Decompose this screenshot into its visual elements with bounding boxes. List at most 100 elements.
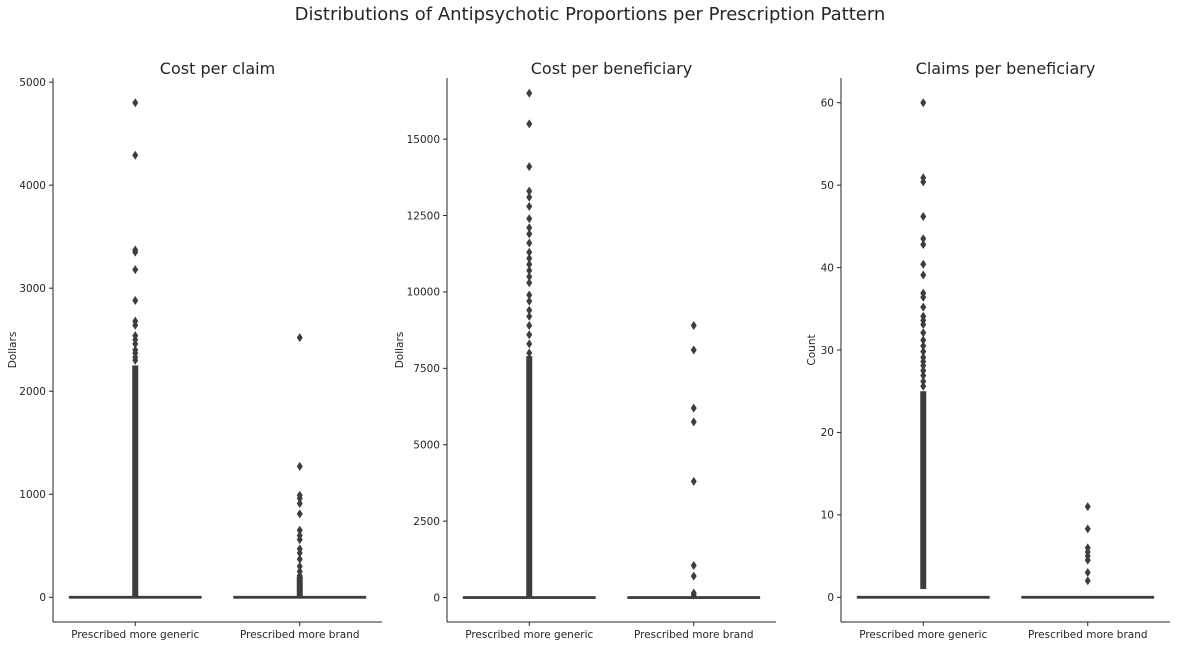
y-tick-label: 15000 bbox=[407, 134, 440, 146]
outlier-point bbox=[920, 371, 927, 381]
outlier-point bbox=[296, 548, 303, 558]
y-tick-label: 12500 bbox=[407, 210, 440, 222]
outlier-point bbox=[132, 150, 139, 160]
outlier-point bbox=[526, 162, 533, 172]
outlier-point bbox=[920, 319, 927, 329]
dense-outlier-band bbox=[132, 365, 139, 598]
outlier-point bbox=[690, 560, 697, 570]
outlier-point bbox=[296, 333, 303, 343]
subplot-title: Cost per claim bbox=[160, 59, 275, 78]
y-tick-label: 50 bbox=[821, 180, 834, 192]
y-tick-label: 2500 bbox=[413, 516, 440, 528]
y-tick-label: 20 bbox=[821, 427, 834, 439]
y-axis-label: Dollars bbox=[394, 332, 406, 369]
y-tick-label: 5000 bbox=[413, 440, 440, 452]
outlier-point bbox=[526, 119, 533, 129]
figure-title: Distributions of Antipsychotic Proportio… bbox=[294, 4, 886, 25]
outlier-point bbox=[132, 339, 139, 349]
outlier-point bbox=[690, 417, 697, 427]
outlier-point bbox=[920, 335, 927, 345]
subplot-title: Claims per beneficiary bbox=[916, 59, 1096, 78]
outlier-point bbox=[920, 239, 927, 249]
outlier-point bbox=[132, 296, 139, 306]
dense-outlier-band bbox=[920, 391, 927, 590]
outlier-point bbox=[132, 247, 139, 257]
outlier-point bbox=[1084, 555, 1091, 565]
y-tick-label: 40 bbox=[821, 262, 834, 274]
outlier-point bbox=[296, 571, 303, 581]
outlier-point bbox=[1084, 576, 1091, 586]
outlier-point bbox=[920, 98, 927, 108]
y-axis-label: Dollars bbox=[7, 332, 19, 369]
outlier-point bbox=[1084, 524, 1091, 534]
y-tick-label: 0 bbox=[827, 592, 834, 604]
x-tick-label: Prescribed more brand bbox=[634, 629, 754, 641]
outlier-point bbox=[1084, 502, 1091, 512]
outlier-point bbox=[920, 381, 927, 391]
y-tick-label: 7500 bbox=[413, 363, 440, 375]
outlier-point bbox=[920, 177, 927, 187]
outlier-point bbox=[920, 302, 927, 312]
outlier-point bbox=[920, 270, 927, 280]
y-tick-label: 0 bbox=[433, 592, 440, 604]
outlier-point bbox=[526, 311, 533, 321]
outlier-point bbox=[690, 403, 697, 413]
y-tick-label: 4000 bbox=[19, 180, 46, 192]
subplot-3: Claims per beneficiary Count 0 10 20 30 40 50 60… bbox=[806, 59, 1170, 641]
outlier-point bbox=[690, 345, 697, 355]
x-tick-label: Prescribed more generic bbox=[859, 629, 987, 641]
outlier-point bbox=[526, 186, 533, 196]
outlier-point bbox=[296, 493, 303, 503]
outlier-point bbox=[526, 290, 533, 300]
outlier-point bbox=[132, 320, 139, 330]
outlier-point bbox=[920, 341, 927, 351]
outlier-point bbox=[920, 366, 927, 376]
outlier-point bbox=[920, 361, 927, 371]
subplot-title: Cost per beneficiary bbox=[531, 59, 692, 78]
y-tick-label: 10 bbox=[821, 510, 834, 522]
outlier-point bbox=[1084, 568, 1091, 578]
outlier-point bbox=[526, 192, 533, 202]
y-tick-label: 10000 bbox=[407, 287, 440, 299]
outlier-point bbox=[296, 561, 303, 571]
outlier-point bbox=[690, 590, 697, 600]
y-tick-label: 60 bbox=[821, 98, 834, 110]
y-tick-label: 1000 bbox=[19, 489, 46, 501]
outlier-point bbox=[526, 88, 533, 98]
outlier-point bbox=[526, 348, 533, 358]
y-tick-label: 3000 bbox=[19, 283, 46, 295]
outlier-point bbox=[920, 376, 927, 386]
outlier-point bbox=[526, 330, 533, 340]
outlier-point bbox=[526, 278, 533, 288]
outlier-point bbox=[690, 476, 697, 486]
outlier-point bbox=[920, 328, 927, 338]
outlier-point bbox=[296, 509, 303, 519]
y-tick-label: 2000 bbox=[19, 386, 46, 398]
y-tick-label: 0 bbox=[39, 592, 46, 604]
outlier-point bbox=[690, 321, 697, 331]
subplot-2: Cost per beneficiary Dollars 0 2500 5000 7500… bbox=[394, 59, 776, 641]
y-axis-label: Count bbox=[806, 334, 818, 365]
outlier-point bbox=[526, 272, 533, 282]
outlier-point bbox=[132, 98, 139, 108]
outlier-point bbox=[526, 305, 533, 315]
outlier-point bbox=[526, 266, 533, 276]
y-tick-label: 5000 bbox=[19, 77, 46, 89]
outlier-point bbox=[526, 339, 533, 349]
outlier-point bbox=[296, 461, 303, 471]
outlier-point bbox=[920, 259, 927, 269]
outlier-point bbox=[296, 535, 303, 545]
outlier-point bbox=[526, 259, 533, 269]
outlier-point bbox=[296, 499, 303, 509]
x-tick-label: Prescribed more brand bbox=[240, 629, 360, 641]
outlier-point bbox=[296, 554, 303, 564]
outlier-point bbox=[690, 571, 697, 581]
x-tick-label: Prescribed more brand bbox=[1028, 629, 1148, 641]
outlier-point bbox=[132, 265, 139, 275]
y-tick-label: 30 bbox=[821, 345, 834, 357]
outlier-point bbox=[920, 292, 927, 302]
outlier-point bbox=[920, 211, 927, 221]
outlier-point bbox=[526, 223, 533, 233]
x-tick-label: Prescribed more generic bbox=[465, 629, 593, 641]
